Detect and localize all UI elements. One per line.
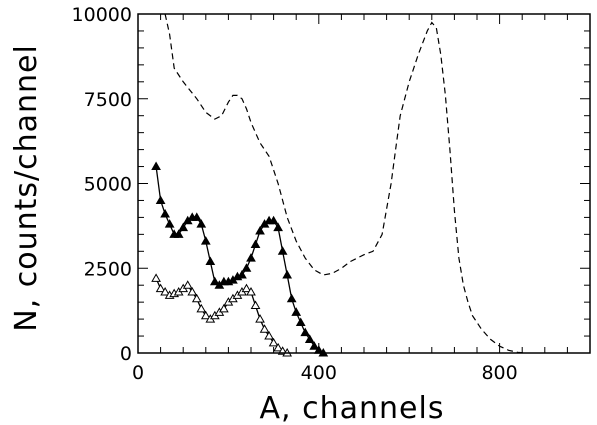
data-point-open-triangle	[155, 283, 166, 293]
data-point-open-triangle	[241, 283, 252, 293]
data-point-filled-triangle	[273, 222, 283, 232]
y-tick-label: 7500	[84, 89, 132, 111]
series-line-1	[164, 13, 527, 354]
data-point-open-triangle	[273, 342, 283, 352]
data-point-filled-triangle	[241, 263, 252, 272]
data-point-filled-triangle	[164, 219, 175, 228]
y-tick-label: 0	[120, 343, 132, 365]
data-point-filled-triangle	[255, 225, 265, 235]
data-point-filled-triangle	[304, 334, 315, 343]
data-point-filled-triangle	[291, 307, 302, 316]
data-point-filled-triangle	[160, 209, 170, 218]
data-point-filled-triangle	[209, 276, 220, 286]
data-point-open-triangle	[246, 286, 256, 296]
data-point-open-triangle	[191, 293, 202, 303]
data-point-open-triangle	[187, 286, 198, 296]
data-point-filled-triangle	[309, 341, 320, 350]
axis-ticks	[137, 13, 591, 354]
data-point-filled-triangle	[286, 293, 297, 303]
data-point-filled-triangle	[191, 212, 202, 221]
data-point-filled-triangle	[196, 219, 207, 228]
y-axis-label: N, counts/channel	[9, 44, 44, 332]
data-point-filled-triangle	[173, 229, 184, 238]
data-point-open-triangle	[250, 300, 261, 310]
data-point-filled-triangle	[268, 215, 279, 225]
data-point-open-triangle	[182, 280, 193, 289]
data-point-open-triangle	[264, 331, 274, 340]
data-point-filled-triangle	[300, 327, 311, 337]
y-tick-label: 5000	[84, 174, 132, 196]
data-point-filled-triangle	[250, 239, 261, 249]
data-point-open-triangle	[151, 273, 161, 282]
data-point-open-triangle	[196, 303, 207, 313]
data-point-filled-triangle	[295, 317, 306, 326]
data-point-filled-triangle	[205, 256, 216, 265]
x-axis-label: A, channels	[260, 391, 445, 425]
plot-frame	[137, 13, 591, 354]
data-point-open-triangle	[259, 324, 270, 333]
data-point-filled-triangle	[151, 161, 161, 171]
tick-labels: 0 400 800 0 2500 5000 7500 10000	[72, 4, 518, 384]
data-point-filled-triangle	[155, 195, 166, 204]
data-point-filled-triangle	[277, 246, 288, 255]
data-point-filled-triangle	[178, 222, 189, 232]
data-point-filled-triangle	[200, 236, 211, 245]
data-point-open-triangle	[268, 337, 279, 347]
x-tick-label: 0	[132, 362, 144, 384]
data-point-filled-triangle	[237, 270, 247, 279]
data-point-open-triangle	[160, 286, 170, 296]
data-point-open-triangle	[200, 310, 211, 320]
data-point-open-triangle	[255, 314, 265, 323]
x-tick-label: 800	[481, 362, 517, 384]
y-tick-label: 10000	[72, 4, 132, 26]
data-point-filled-triangle	[246, 253, 256, 262]
x-tick-label: 400	[301, 362, 337, 384]
data-point-filled-triangle	[282, 270, 293, 279]
y-tick-label: 2500	[84, 258, 132, 280]
series-layer	[151, 13, 527, 357]
data-point-open-triangle	[219, 303, 229, 313]
